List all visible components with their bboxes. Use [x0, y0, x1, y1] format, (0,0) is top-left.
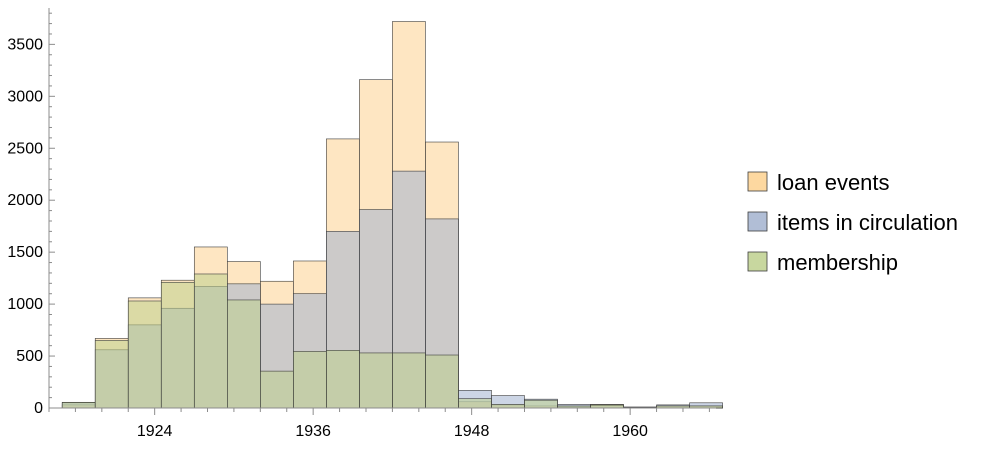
bar-membership-7: [293, 351, 327, 409]
legend-label-loan-events: loan events: [777, 170, 890, 195]
ticks-layer: 0 500 1000 1500 2000 2500 3000 3500 1924 1936 1948…: [7, 12, 710, 440]
bar-membership-14: [524, 399, 558, 409]
bar-membership-10: [392, 352, 426, 409]
bar-membership-1: [94, 340, 129, 409]
legend-swatch-loan-events: [747, 171, 768, 192]
bar-membership-3: [160, 281, 195, 409]
legend-label-membership: membership: [777, 250, 898, 275]
bar-membership-4: [193, 273, 228, 409]
y-tick-label-500: 500: [16, 348, 43, 365]
legend-item-membership: membership: [747, 250, 898, 275]
y-tick-label-1000: 1000: [7, 296, 43, 313]
bar-membership-9: [359, 352, 393, 409]
bar-membership-2: [127, 300, 162, 409]
y-tick-label-0: 0: [34, 400, 43, 417]
bars-layer: [61, 21, 723, 409]
legend-swatch-items-in-circulation: [747, 211, 768, 232]
bar-membership-13: [491, 404, 525, 409]
bar-membership-11: [425, 354, 459, 409]
x-tick-label-1948: 1948: [454, 423, 490, 440]
bar-membership-0: [61, 401, 96, 409]
y-tick-label-3000: 3000: [7, 88, 43, 105]
series-membership: [61, 273, 723, 409]
y-tick-label-1500: 1500: [7, 244, 43, 261]
legend-swatch-membership: [747, 251, 768, 272]
legend-item-items-in-circulation: items in circulation: [747, 210, 958, 235]
legend-item-loan-events: loan events: [747, 170, 890, 195]
legend-label-items-in-circulation: items in circulation: [777, 210, 958, 235]
legend: loan events items in circulation membershi…: [747, 170, 958, 275]
axes-layer: [48, 8, 716, 409]
bar-membership-12: [458, 398, 492, 409]
y-tick-label-3500: 3500: [7, 36, 43, 53]
x-tick-label-1960: 1960: [612, 423, 648, 440]
y-tick-label-2500: 2500: [7, 140, 43, 157]
x-tick-label-1924: 1924: [137, 423, 173, 440]
bar-membership-5: [227, 299, 261, 409]
x-tick-label-1936: 1936: [295, 423, 331, 440]
bar-membership-8: [326, 350, 360, 409]
bar-membership-6: [260, 370, 294, 409]
y-tick-label-2000: 2000: [7, 192, 43, 209]
